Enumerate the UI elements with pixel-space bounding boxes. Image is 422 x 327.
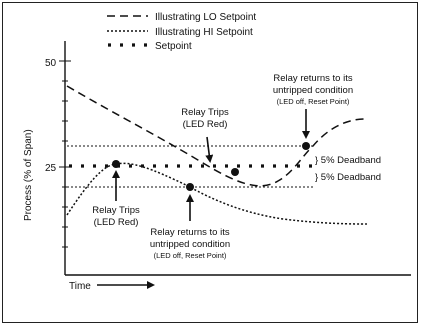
diagram-canvas: Illustrating LO Setpoint Illustrating HI… bbox=[23, 12, 411, 292]
svg-text:(LED Red): (LED Red) bbox=[183, 119, 228, 130]
relay-trip-point-center bbox=[231, 168, 239, 176]
setpoint-diagram: Illustrating LO Setpoint Illustrating HI… bbox=[2, 2, 418, 323]
legend: Illustrating LO Setpoint Illustrating HI… bbox=[107, 12, 256, 52]
lo-setpoint-curve bbox=[66, 85, 369, 187]
x-axis-label: Time bbox=[69, 281, 91, 292]
relay-trip-point-left bbox=[112, 160, 120, 168]
annotation-relay-trips-center: Relay Trips (LED Red) bbox=[181, 107, 229, 130]
y-ticks bbox=[59, 60, 71, 248]
svg-text:(LED Red): (LED Red) bbox=[94, 217, 139, 228]
svg-text:(LED off, Reset Point): (LED off, Reset Point) bbox=[277, 97, 350, 106]
annotation-relay-trips-left: Relay Trips (LED Red) bbox=[92, 205, 140, 228]
svg-text:Relay Trips: Relay Trips bbox=[181, 107, 229, 118]
deadband-upper-label: } 5% Deadband bbox=[315, 155, 381, 166]
legend-lo-label: Illustrating LO Setpoint bbox=[155, 12, 256, 23]
y-tick-25: 25 bbox=[45, 163, 57, 174]
deadband-lower-label: } 5% Deadband bbox=[315, 172, 381, 183]
annotation-relay-returns-bottom: Relay returns to its untripped condition… bbox=[150, 227, 230, 260]
svg-text:Relay Trips: Relay Trips bbox=[92, 205, 140, 216]
legend-hi-label: Illustrating HI Setpoint bbox=[155, 27, 253, 38]
relay-reset-point-top bbox=[302, 142, 310, 150]
arrow-relay-trips-center bbox=[205, 136, 214, 163]
annotation-relay-returns-top: Relay returns to its untripped condition… bbox=[273, 73, 353, 106]
relay-reset-point-bottom bbox=[186, 183, 194, 191]
svg-text:Relay returns to its: Relay returns to its bbox=[273, 73, 352, 84]
y-tick-50: 50 bbox=[45, 58, 57, 69]
legend-setpoint-label: Setpoint bbox=[155, 41, 192, 52]
svg-text:(LED off, Reset Point): (LED off, Reset Point) bbox=[154, 251, 227, 260]
y-axis-label: Process (% of Span) bbox=[23, 129, 34, 221]
svg-text:untripped condition: untripped condition bbox=[150, 239, 230, 250]
svg-text:Relay returns to its: Relay returns to its bbox=[150, 227, 229, 238]
svg-text:untripped condition: untripped condition bbox=[273, 85, 353, 96]
axes: 50 25 Process (% of Span) Time bbox=[23, 41, 411, 292]
